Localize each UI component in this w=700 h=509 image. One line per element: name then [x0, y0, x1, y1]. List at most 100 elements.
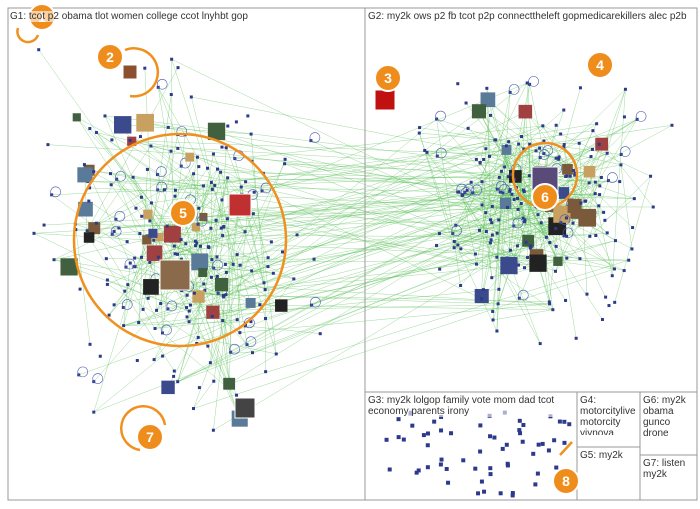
edge [86, 165, 182, 231]
node [476, 491, 481, 496]
edge [195, 147, 540, 246]
node [461, 193, 465, 197]
node [251, 351, 255, 355]
node [488, 113, 492, 117]
node [201, 184, 205, 188]
node [498, 491, 503, 496]
node [588, 234, 592, 238]
node [128, 261, 132, 265]
node [529, 254, 547, 272]
node [525, 81, 529, 85]
highlight-ring [72, 132, 288, 348]
node [559, 132, 563, 136]
node [519, 202, 523, 206]
node [78, 201, 93, 217]
node [152, 358, 156, 362]
node [85, 229, 89, 233]
node [137, 320, 141, 324]
node [591, 129, 595, 133]
node [197, 165, 201, 169]
node [423, 148, 427, 152]
node [221, 319, 225, 323]
edge [424, 111, 480, 151]
node [595, 137, 609, 151]
node [583, 165, 596, 178]
self-loop [518, 289, 529, 301]
node [148, 228, 158, 238]
node [138, 232, 142, 236]
edge [211, 191, 501, 278]
node [578, 86, 582, 90]
callout-badge [374, 64, 402, 92]
edge [227, 177, 242, 195]
node [318, 332, 322, 336]
node [618, 180, 622, 184]
node [541, 124, 545, 128]
node [466, 126, 470, 130]
edge [84, 164, 163, 334]
self-loop [460, 187, 472, 198]
node [528, 244, 532, 248]
node [416, 468, 421, 473]
edge [496, 141, 509, 332]
node [540, 441, 545, 446]
node [471, 104, 487, 119]
edge [439, 233, 528, 258]
edge [130, 140, 581, 204]
node [206, 305, 220, 319]
edge [146, 82, 528, 241]
edge [177, 206, 537, 382]
node [32, 231, 36, 235]
callout-badge [552, 467, 580, 495]
self-loop [562, 227, 574, 239]
edge [499, 177, 501, 193]
edge [198, 191, 510, 225]
node [110, 138, 114, 142]
node [274, 352, 278, 356]
node [501, 191, 505, 195]
callout-number: 6 [541, 189, 549, 205]
node [602, 210, 606, 214]
node [52, 258, 56, 262]
node [497, 218, 501, 222]
node [283, 157, 287, 161]
node [500, 446, 505, 451]
node [206, 245, 210, 249]
node [211, 152, 215, 156]
node [194, 244, 198, 248]
edge [189, 303, 550, 312]
node [252, 190, 256, 194]
node [244, 180, 248, 184]
node [238, 331, 242, 335]
node [94, 221, 98, 225]
edge [212, 257, 269, 313]
node [613, 300, 617, 304]
edge [195, 192, 473, 242]
node [235, 253, 239, 257]
edge [457, 244, 553, 310]
edge [509, 191, 515, 226]
self-loop [156, 181, 168, 193]
callout-badge [96, 43, 124, 71]
edge [462, 194, 498, 258]
node [425, 150, 429, 154]
node [176, 252, 180, 256]
node [568, 174, 572, 178]
node [571, 168, 575, 172]
node [172, 374, 176, 378]
edge [589, 171, 613, 276]
edge [191, 96, 574, 171]
node [557, 419, 562, 424]
edge [123, 263, 131, 326]
self-loop [179, 157, 191, 169]
node [421, 433, 426, 438]
node [622, 269, 626, 273]
node [459, 247, 463, 251]
edge [104, 115, 246, 232]
node [535, 471, 540, 476]
node [589, 155, 593, 159]
node [92, 170, 96, 174]
edge [140, 136, 246, 232]
edge [193, 381, 214, 409]
